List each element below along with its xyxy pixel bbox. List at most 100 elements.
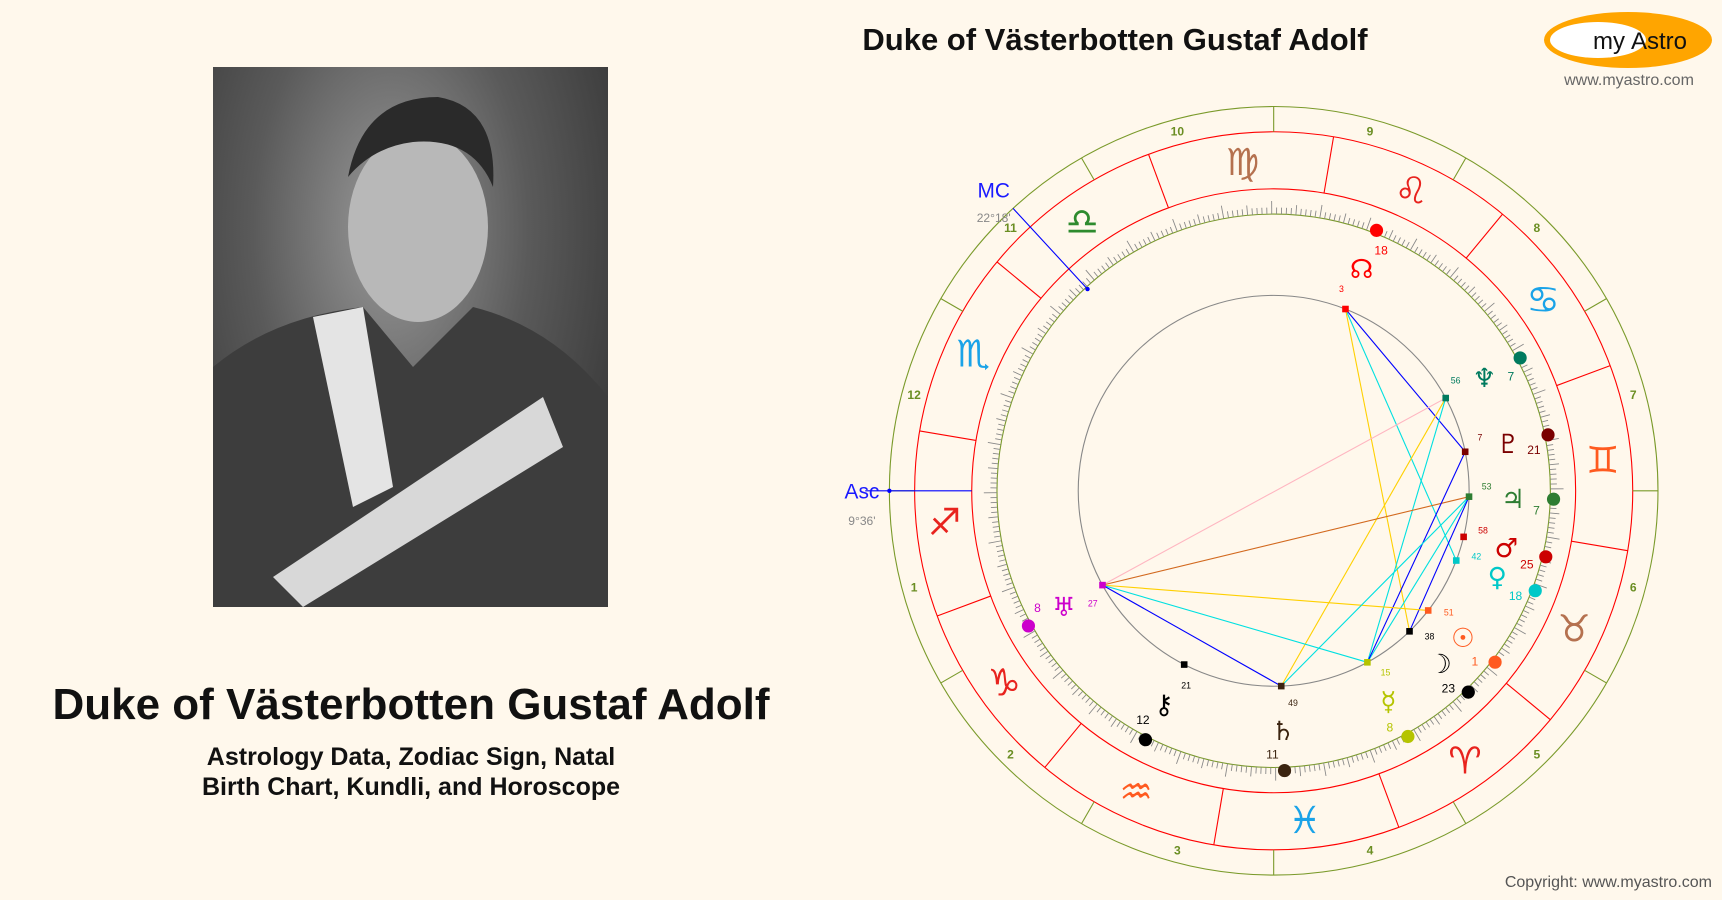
degree-tick	[1374, 748, 1378, 755]
degree-tick	[1521, 364, 1528, 369]
degree-tick	[1333, 214, 1336, 221]
degree-tick	[1008, 390, 1015, 394]
degree-tick	[1051, 662, 1058, 668]
degree-tick	[1072, 687, 1080, 696]
degree-tick	[1426, 254, 1431, 261]
degree-tick	[1448, 704, 1454, 710]
degree-tick	[1173, 749, 1177, 757]
degree-tick	[1425, 721, 1430, 728]
degree-tick	[1397, 237, 1401, 244]
degree-tick	[1498, 324, 1508, 331]
degree-tick	[1117, 254, 1122, 261]
degree-tick	[1347, 217, 1351, 225]
sign-glyph-aries-icon: ♈	[1448, 738, 1481, 782]
degree-tick	[1540, 564, 1547, 568]
degree-tick	[1471, 292, 1477, 298]
degree-tick	[1366, 217, 1372, 231]
degree-tick	[1511, 631, 1518, 636]
degree-tick	[1206, 759, 1210, 767]
degree-tick	[1078, 284, 1084, 291]
degree-tick	[1129, 728, 1134, 735]
mc-degree: 22°18'	[977, 211, 1011, 225]
degree-tick	[1188, 220, 1192, 227]
degree-tick	[1445, 269, 1451, 275]
planet-aspect-point-sun	[1424, 607, 1432, 614]
degree-tick	[1048, 658, 1055, 664]
degree-tick	[1097, 268, 1103, 275]
degree-tick	[1121, 251, 1126, 258]
degree-tick	[1011, 381, 1019, 385]
degree-tick	[1314, 210, 1317, 218]
house-cusp-line	[1452, 157, 1467, 181]
degree-tick	[1438, 263, 1443, 269]
degree-tick	[1414, 246, 1419, 253]
planet-marker-sun	[1488, 655, 1502, 669]
degree-tick	[1442, 266, 1447, 272]
planet-marker-mercury	[1401, 729, 1415, 744]
degree-tick	[1160, 230, 1165, 238]
degree-tick	[1124, 726, 1130, 733]
degree-tick	[1202, 216, 1206, 223]
degree-tick	[1022, 359, 1029, 364]
degree-tick	[1052, 669, 1064, 680]
degree-tick	[1169, 226, 1174, 234]
degree-tick	[1230, 764, 1233, 771]
degree-tick	[1383, 744, 1387, 751]
degree-tick	[1338, 215, 1341, 222]
degree-tick	[1093, 271, 1099, 278]
logo-url[interactable]: www.myastro.com	[1564, 72, 1694, 89]
degree-tick	[1068, 295, 1074, 301]
degree-tick	[1387, 742, 1392, 749]
degree-tick	[1356, 220, 1360, 228]
sign-glyph-capricorn-icon: ♑	[988, 660, 1021, 704]
degree-tick	[1538, 410, 1546, 414]
degree-tick	[1536, 400, 1543, 404]
degree-tick	[1110, 718, 1117, 727]
degree-tick	[1496, 322, 1502, 327]
degree-tick	[1503, 643, 1510, 648]
degree-tick	[1019, 613, 1027, 618]
house-number-1: 1	[911, 581, 918, 595]
house-cusp-line	[1081, 157, 1095, 181]
degree-tick	[1480, 674, 1486, 680]
degree-tick	[1039, 646, 1046, 652]
degree-tick	[1548, 453, 1555, 456]
degree-tick	[987, 467, 998, 470]
myastro-logo[interactable]: my Astro	[1543, 10, 1713, 70]
degree-tick	[1137, 733, 1142, 740]
degree-tick	[1514, 627, 1526, 635]
degree-tick	[1309, 209, 1312, 217]
degree-tick	[1295, 205, 1298, 216]
degree-tick	[1352, 219, 1356, 226]
degree-tick	[1015, 604, 1022, 609]
degree-tick	[1052, 313, 1058, 319]
degree-tick	[1216, 761, 1219, 769]
degree-tick	[1013, 376, 1021, 381]
planet-degree-jupiter: 7	[1533, 504, 1540, 518]
house-number-4: 4	[1367, 844, 1374, 858]
sign-boundary-line	[996, 261, 1042, 299]
degree-tick	[1361, 222, 1365, 229]
degree-tick	[1541, 419, 1549, 423]
planet-degree-venus: 18	[1509, 589, 1523, 603]
planet-minute-moon: 38	[1425, 631, 1435, 641]
degree-tick	[1512, 343, 1524, 352]
planet-glyph-saturn-icon: ♄	[1271, 717, 1295, 747]
degree-tick	[992, 521, 999, 523]
degree-tick	[1021, 617, 1029, 622]
degree-tick	[1507, 338, 1514, 343]
degree-tick	[1207, 215, 1210, 222]
degree-tick	[994, 535, 1001, 538]
degree-tick	[1457, 278, 1463, 285]
degree-tick	[1365, 751, 1369, 759]
planet-degree-chiron: 12	[1136, 713, 1150, 727]
planet-marker-venus	[1528, 584, 1542, 598]
degree-tick	[1211, 760, 1214, 768]
degree-tick	[1523, 367, 1533, 373]
house-number-7: 7	[1630, 388, 1637, 402]
sign-glyph-libra-icon: ♎	[1065, 200, 1098, 244]
degree-tick	[1013, 600, 1020, 604]
degree-tick	[1153, 742, 1159, 752]
degree-tick	[1356, 754, 1359, 762]
aspect-line-uranus-mercury	[1102, 584, 1368, 663]
